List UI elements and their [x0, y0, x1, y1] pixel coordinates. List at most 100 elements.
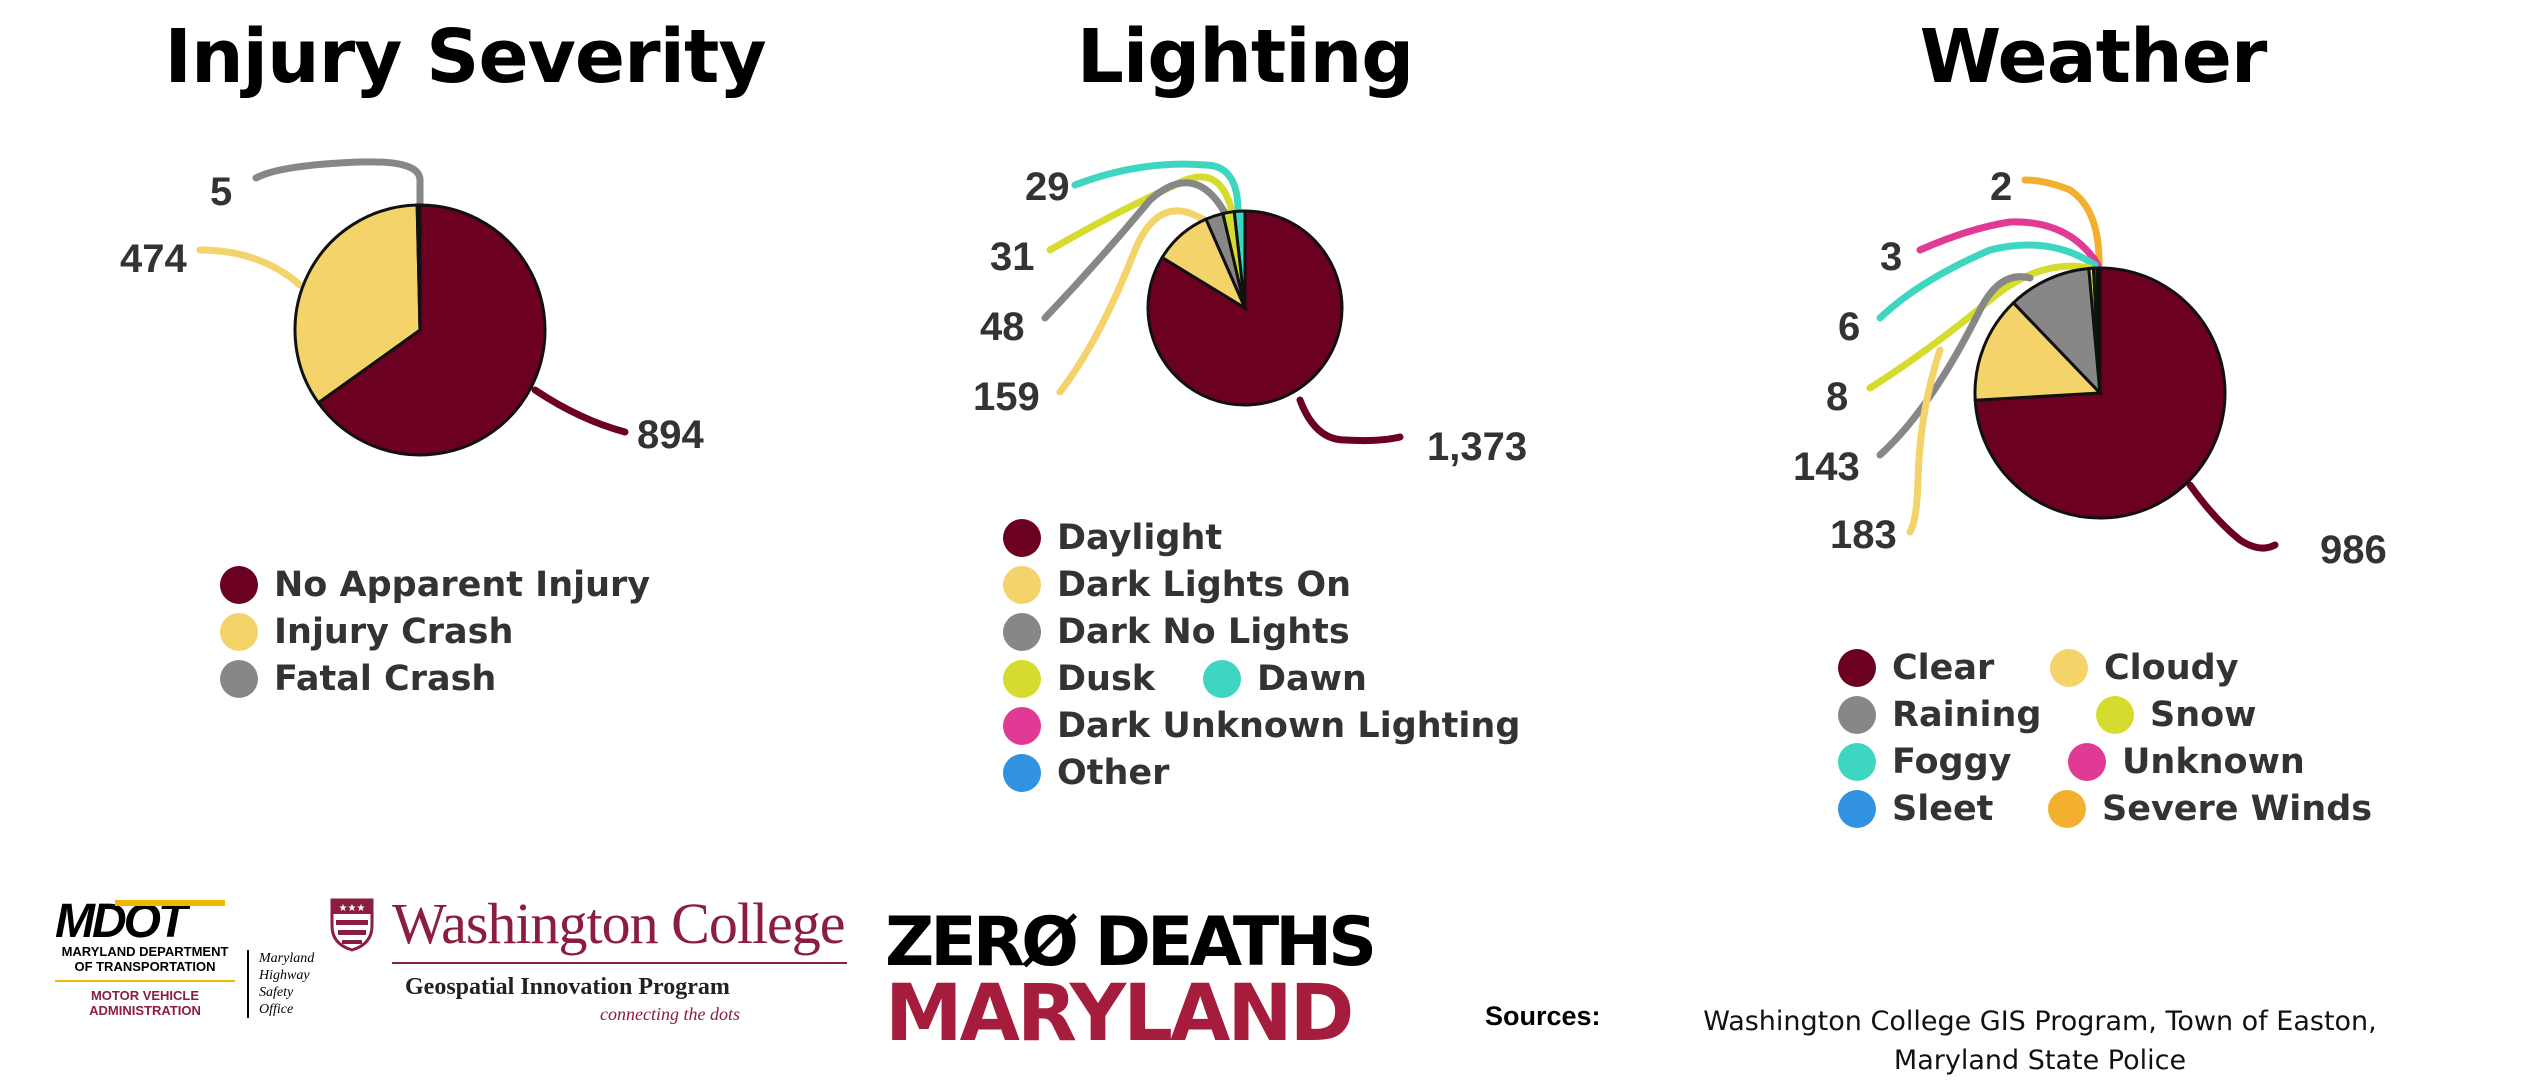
legend-swatch: [1003, 566, 1041, 604]
lighting-title: Lighting: [1076, 14, 1415, 100]
weather-legend-item: Clear: [1838, 648, 1994, 688]
sources-label: Sources:: [1485, 1001, 1601, 1031]
legend-swatch: [220, 660, 258, 698]
weather-value-label: 143: [1793, 445, 1860, 489]
weather-legend-item: Unknown: [2068, 742, 2305, 782]
lighting-legend-item: Dark No Lights: [1003, 612, 1350, 652]
legend-label: Dark No Lights: [1057, 612, 1350, 652]
injury-severity-value-label: 5: [210, 170, 232, 214]
lighting-legend-item: Dark Lights On: [1003, 565, 1351, 605]
legend-swatch: [1003, 707, 1041, 745]
legend-label: Dusk: [1057, 659, 1156, 699]
legend-label: Injury Crash: [274, 612, 514, 652]
legend-swatch: [1003, 613, 1041, 651]
weather-callout-line: [1916, 218, 2102, 269]
lighting-value-label: 159: [973, 375, 1040, 419]
injury-severity-pie: 894 474 5: [120, 158, 704, 457]
legend-label: Sleet: [1892, 789, 1994, 829]
weather-slice-cloudy: [1973, 300, 2104, 402]
legend-swatch: [1003, 660, 1041, 698]
legend-swatch: [2048, 790, 2086, 828]
weather-value-label: 986: [2320, 528, 2387, 572]
weather-legend-item: Severe Winds: [2048, 789, 2372, 829]
weather-value-label: 3: [1880, 235, 1902, 279]
wc-tagline: connecting the dots: [600, 1004, 740, 1024]
injury-severity-legend-item: No Apparent Injury: [220, 565, 650, 605]
legend-swatch: [1003, 754, 1041, 792]
legend-label: Dark Unknown Lighting: [1057, 706, 1521, 746]
maryland-text: MARYLAND: [885, 969, 1354, 1059]
weather-pie: 986 183 143 8 63 2: [1793, 165, 2387, 572]
legend-swatch: [1838, 790, 1876, 828]
legend-label: Severe Winds: [2102, 789, 2373, 829]
lighting-value-label: 1,373: [1427, 425, 1527, 469]
legend-label: Foggy: [1892, 742, 2012, 782]
injury-severity-slice-no-apparent-injury: [316, 203, 547, 457]
weather-callout-line: [1876, 273, 2034, 459]
legend-label: Snow: [2150, 695, 2257, 735]
weather-callout-line: [2021, 176, 2103, 269]
lighting-legend-item: Other: [1003, 753, 1169, 793]
legend-label: Dawn: [1257, 659, 1367, 699]
legend-label: Clear: [1892, 648, 1995, 688]
weather-legend-item: Snow: [2096, 695, 2257, 735]
lighting-legend-item: Dawn: [1203, 659, 1367, 699]
lighting-callout-line: [1071, 160, 1242, 215]
lighting-value-label: 48: [980, 305, 1025, 349]
zero-deaths-text: ZERØ DEATHS: [885, 903, 1377, 982]
legend-label: Daylight: [1057, 518, 1223, 558]
weather-title: Weather: [1919, 14, 2268, 100]
injury-severity-value-label: 894: [637, 413, 704, 457]
legend-swatch: [220, 613, 258, 651]
legend-swatch: [2068, 743, 2106, 781]
lighting-callout-line: [1056, 207, 1211, 396]
mdot-mva-text: MOTOR VEHICLE ADMINISTRATION: [89, 988, 201, 1018]
zero-deaths-logo: ZERØ DEATHS MARYLAND: [885, 903, 1377, 1059]
svg-text:★★★: ★★★: [339, 903, 366, 914]
weather-callout-line: [1906, 346, 1944, 536]
legend-swatch: [1838, 743, 1876, 781]
mhso-text: Maryland Highway Safety Office: [247, 950, 329, 1018]
lighting-legend-item: Dusk: [1003, 659, 1155, 699]
injury-severity-slice-fatal-crash: [415, 203, 422, 331]
weather-slice-raining: [2011, 266, 2102, 398]
legend-label: No Apparent Injury: [274, 565, 651, 605]
weather-value-label: 6: [1838, 305, 1860, 349]
weather-value-label: 2: [1990, 165, 2012, 209]
legend-swatch: [2096, 696, 2134, 734]
washington-college-name: Washington College: [392, 891, 846, 956]
legend-swatch: [1003, 519, 1041, 557]
lighting-legend-item: Dark Unknown Lighting: [1003, 706, 1520, 746]
geospatial-program-text: Geospatial Innovation Program: [405, 974, 730, 1000]
legend-swatch: [220, 566, 258, 604]
injury-severity-callout-line: [196, 246, 304, 289]
injury-severity-title: Injury Severity: [164, 14, 766, 100]
injury-severity-legend-item: Injury Crash: [220, 612, 513, 652]
weather-legend-item: Foggy: [1838, 742, 2011, 782]
injury-severity-slice-injury-crash: [293, 203, 422, 405]
weather-slice-severe-winds: [2097, 266, 2102, 394]
weather-legend-item: Sleet: [1838, 789, 1993, 829]
mdot-mark: MDOT: [55, 898, 325, 946]
lighting-value-label: 31: [990, 235, 1035, 279]
injury-severity-callout-line: [531, 386, 629, 436]
mdot-logo: MDOT MARYLAND DEPARTMENT OF TRANSPORTATI…: [55, 898, 325, 1018]
injury-severity-legend-item: Fatal Crash: [220, 659, 496, 699]
mdot-department-text: MARYLAND DEPARTMENT OF TRANSPORTATION: [61, 944, 229, 974]
legend-label: Raining: [1892, 695, 2042, 735]
legend-swatch: [1838, 649, 1876, 687]
legend-swatch: [2050, 649, 2088, 687]
weather-legend-item: Raining: [1838, 695, 2041, 735]
injury-severity-value-label: 474: [120, 237, 187, 281]
legend-label: Unknown: [2122, 742, 2305, 782]
weather-callout-line: [2186, 481, 2279, 552]
weather-legend-item: Cloudy: [2050, 648, 2239, 688]
weather-value-label: 8: [1826, 375, 1848, 419]
shield-icon: ★★★: [330, 898, 374, 952]
legend-swatch: [1838, 696, 1876, 734]
legend-swatch: [1203, 660, 1241, 698]
legend-label: Other: [1057, 753, 1170, 793]
weather-callout-line: [1876, 241, 2099, 322]
injury-severity-callout-line: [252, 158, 424, 209]
legend-label: Fatal Crash: [274, 659, 497, 699]
